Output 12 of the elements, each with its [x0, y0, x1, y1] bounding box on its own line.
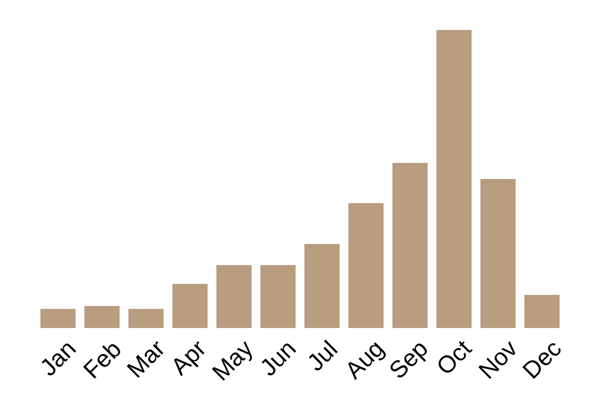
bar	[524, 294, 560, 328]
bar	[436, 30, 472, 328]
bar	[392, 162, 428, 328]
bar	[480, 179, 516, 328]
bar	[348, 203, 384, 328]
bar	[304, 244, 340, 328]
bar	[128, 308, 164, 328]
bar	[40, 308, 76, 328]
bar	[172, 284, 208, 328]
bar	[260, 265, 296, 328]
bar	[216, 265, 252, 328]
bar	[84, 306, 120, 328]
